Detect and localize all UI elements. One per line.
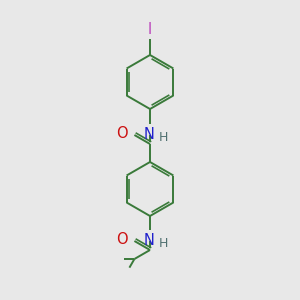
Text: O: O	[116, 125, 127, 140]
Text: H: H	[159, 237, 168, 250]
Text: I: I	[148, 22, 152, 37]
Text: N: N	[144, 127, 154, 142]
Text: N: N	[144, 233, 154, 248]
Text: O: O	[116, 232, 127, 247]
Text: H: H	[159, 131, 168, 144]
